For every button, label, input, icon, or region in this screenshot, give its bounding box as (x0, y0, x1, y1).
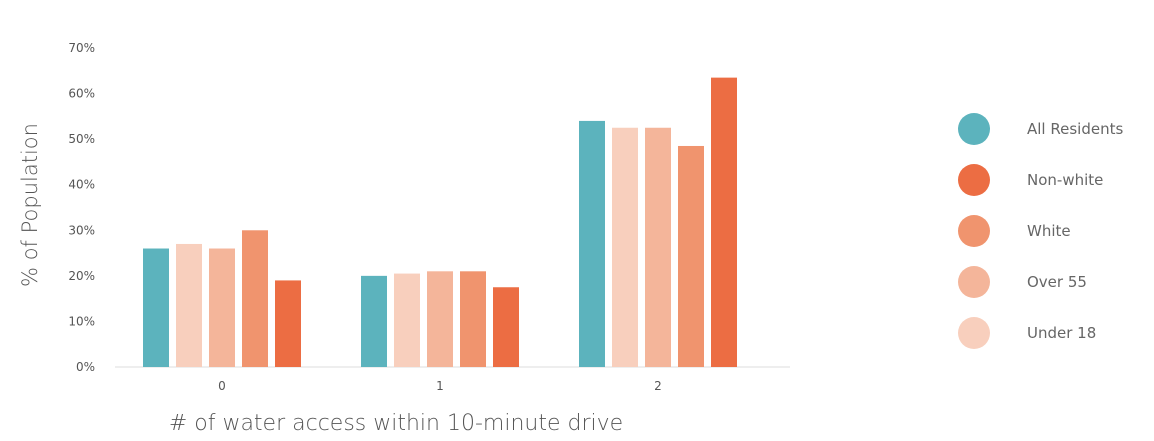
y-tick-label: 10% (68, 314, 95, 328)
legend-label: Over 55 (1027, 273, 1087, 291)
bar (394, 273, 420, 367)
bars (143, 77, 737, 368)
legend-swatch (958, 317, 990, 349)
legend-label: Non-white (1027, 171, 1103, 189)
x-axis-ticks: 0 1 2 (218, 379, 662, 393)
legend-item: Non-white (958, 164, 1103, 196)
bar (143, 248, 169, 367)
legend-swatch (958, 215, 990, 247)
legend-swatch (958, 113, 990, 145)
legend-item: Under 18 (958, 317, 1096, 349)
bar (209, 248, 235, 367)
legend-label: All Residents (1027, 120, 1123, 138)
legend-swatch (958, 266, 990, 298)
bar (275, 280, 301, 367)
legend-item: White (958, 215, 1071, 247)
x-axis-title: # of water access within 10-minute drive (169, 411, 623, 436)
x-tick-label: 2 (654, 379, 662, 393)
bar (678, 145, 704, 367)
bar (579, 120, 605, 368)
bar (242, 230, 268, 367)
y-tick-label: 40% (68, 178, 95, 192)
bar (361, 275, 387, 367)
y-axis-title: % of Population (18, 123, 42, 287)
legend-label: Under 18 (1027, 324, 1096, 342)
bar (493, 287, 519, 367)
bar (460, 271, 486, 367)
bar (645, 127, 671, 367)
legend-label: White (1027, 222, 1071, 240)
bar (711, 77, 737, 367)
y-tick-label: 0% (76, 360, 95, 374)
y-axis-ticks: 0% 10% 20% 30% 40% 50% 60% 70% (68, 41, 95, 374)
y-tick-label: 50% (68, 132, 95, 146)
bar (427, 271, 453, 367)
legend-item: Over 55 (958, 266, 1087, 298)
x-tick-label: 1 (436, 379, 444, 393)
legend-item: All Residents (958, 113, 1123, 145)
legend: All Residents Non-white White Over 55 Under … (958, 113, 1123, 349)
y-tick-label: 70% (68, 41, 95, 55)
legend-swatch (958, 164, 990, 196)
x-tick-label: 0 (218, 379, 226, 393)
bar (176, 243, 202, 367)
y-tick-label: 30% (68, 223, 95, 237)
y-tick-label: 60% (68, 87, 95, 101)
bar (612, 127, 638, 367)
y-tick-label: 20% (68, 269, 95, 283)
